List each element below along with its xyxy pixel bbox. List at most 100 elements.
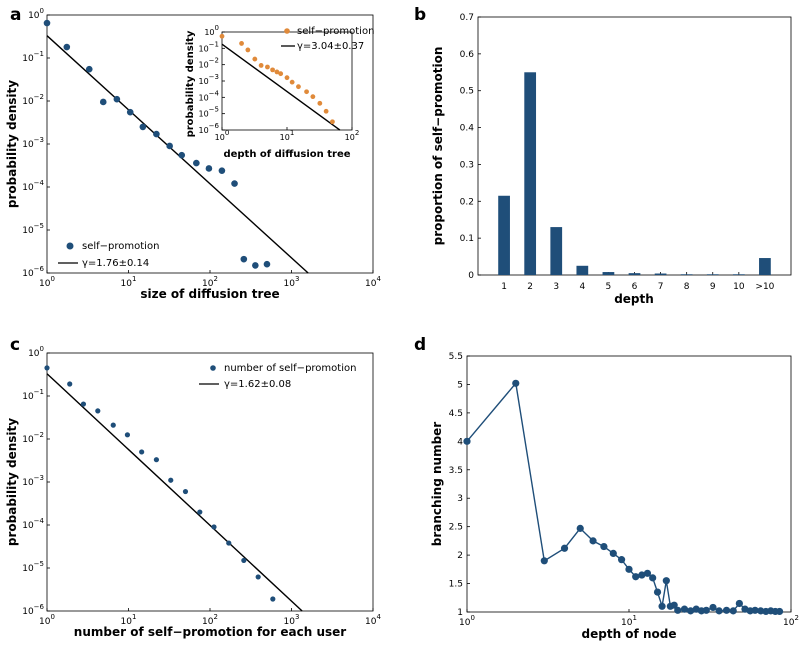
panel-b-ytick-label: 0 xyxy=(468,271,474,281)
panel-a-ylabel: probability density xyxy=(5,80,19,208)
panel-a-ytick-label: 10−2 xyxy=(22,93,44,107)
panel-d-data-point xyxy=(775,607,784,616)
panel-d-data-point xyxy=(670,601,678,609)
panel-c-xlabel: number of self−promotion for each user xyxy=(74,625,346,639)
panel-c-xtick-label: 102 xyxy=(202,613,218,627)
inset-data-point xyxy=(330,119,335,125)
panel-a-data-point xyxy=(205,165,213,172)
panel-letter-c: c xyxy=(10,335,20,355)
panel-d-ytick-label: 2.5 xyxy=(449,523,463,533)
panel-d-data-point xyxy=(625,565,633,573)
panel-b-xtick-label: 3 xyxy=(553,282,559,292)
panel-b-xtick-label: 8 xyxy=(684,282,690,292)
panel-d-data-point xyxy=(722,606,731,614)
inset-ytick-label: 10−2 xyxy=(198,57,219,70)
panel-c-ylabel: probability density xyxy=(5,418,19,546)
panel-c-ytick-label: 10−5 xyxy=(22,560,44,574)
panel-c-ytick-label: 10−3 xyxy=(22,474,44,488)
panel-a-ytick-label: 10−4 xyxy=(22,179,44,193)
panel-b-ytick-label: 0.7 xyxy=(460,13,474,23)
panel-b-bar xyxy=(602,272,615,275)
panel-a-xtick-label: 102 xyxy=(202,275,218,289)
panel-letter-d: d xyxy=(414,335,426,355)
panel-a-data-point xyxy=(63,43,71,51)
inset-data-point xyxy=(289,79,295,85)
panel-d-data-point xyxy=(680,605,689,613)
panel-a-xtick-label: 104 xyxy=(365,275,381,289)
inset-ytick-label: 10−6 xyxy=(198,122,219,135)
panel-d-data-point xyxy=(540,557,548,565)
panel-d-chart: 1 1.5 2 2.5 3 3.5 4 4.5 5 5.5 100 101 102 depth of n… xyxy=(430,352,799,641)
panel-c-data-point xyxy=(44,365,50,371)
panel-a-data-point xyxy=(126,108,134,116)
panel-d-data-point xyxy=(686,607,695,615)
panel-a-data-point xyxy=(240,255,248,263)
panel-d-data-point xyxy=(617,556,626,564)
inset-data-point xyxy=(245,47,251,53)
inset-data-point xyxy=(265,64,270,70)
panel-d-data-point xyxy=(674,606,682,614)
panel-b-bar xyxy=(654,273,667,275)
inset-ytick-label: 10−5 xyxy=(198,106,219,119)
panel-a-fit-line xyxy=(46,35,309,274)
panel-d-data-point xyxy=(512,379,520,387)
panel-d-data-point xyxy=(658,602,666,610)
panel-d-data-point xyxy=(643,569,652,577)
panel-a-xtick-label: 103 xyxy=(284,275,300,289)
inset-xtick-label: 101 xyxy=(280,129,295,142)
panel-c-data-point xyxy=(110,422,116,428)
panel-c-ytick-label: 10−4 xyxy=(22,517,44,531)
panel-letter-b: b xyxy=(414,5,426,25)
panel-d-frame xyxy=(466,355,792,613)
panel-d-ytick-label: 3.5 xyxy=(449,466,463,476)
panel-a-ytick-label: 10−5 xyxy=(22,222,44,236)
panel-b-bar xyxy=(628,273,641,275)
inset-ytick-label: 100 xyxy=(204,24,219,37)
inset-xlabel: depth of diffusion tree xyxy=(223,149,350,160)
panel-a-ytick-label: 10−3 xyxy=(22,136,44,150)
inset-data-point xyxy=(278,71,284,77)
panel-a-ytick-label: 100 xyxy=(28,7,44,21)
inset-xtick-label: 100 xyxy=(215,129,230,142)
inset-legend-marker xyxy=(284,28,290,34)
panel-c-data-point xyxy=(168,477,174,483)
inset-ytick-label: 10−3 xyxy=(198,73,219,86)
panel-b-ytick-label: 0.2 xyxy=(460,197,474,207)
panel-d-ytick-label: 3 xyxy=(457,494,463,504)
panel-c-legend-series: number of self−promotion xyxy=(224,363,356,374)
inset-legend-fit: γ=3.04±0.37 xyxy=(297,41,364,52)
panel-d-data-point xyxy=(729,607,737,615)
panel-b-xtick-label: >10 xyxy=(755,282,774,292)
panel-b-ytick-label: 0.1 xyxy=(460,234,474,244)
panel-b-ylabel: proportion of self−promotion xyxy=(431,47,445,246)
panel-a-ytick-label: 10−6 xyxy=(22,265,44,279)
panel-d-ytick-label: 1 xyxy=(457,608,463,618)
inset-data-point xyxy=(219,33,225,39)
panel-d-ytick-label: 1.5 xyxy=(449,580,463,590)
inset-data-point xyxy=(274,69,280,75)
panel-c-data-point xyxy=(182,488,189,495)
panel-c-ytick-label: 10−6 xyxy=(22,603,44,617)
panel-c-xtick-label: 104 xyxy=(365,613,381,627)
panel-a-legend-marker xyxy=(66,242,74,250)
panel-a-data-point xyxy=(153,130,160,138)
panel-b-xtick-label: 2 xyxy=(527,282,533,292)
panel-a-data-point xyxy=(113,95,121,103)
panel-c-data-point xyxy=(197,509,203,515)
panel-a-data-point xyxy=(85,65,93,73)
panel-c-data-point xyxy=(139,449,145,455)
panel-d-data-point xyxy=(609,549,617,558)
panel-a-xlabel: size of diffusion tree xyxy=(140,287,279,301)
panel-a-data-point xyxy=(43,19,51,27)
panel-d-ytick-label: 2 xyxy=(457,551,463,561)
panel-a-xtick-label: 101 xyxy=(121,275,137,289)
panel-b-xtick-label: 9 xyxy=(710,282,716,292)
panel-a-data-point xyxy=(231,180,238,187)
panel-a-data-point xyxy=(218,167,226,174)
panel-b-bar xyxy=(576,265,589,275)
panel-d-xtick-label: 100 xyxy=(459,614,475,628)
panel-a-chart: 100 101 102 103 10410−610−510−410−310−210−11… xyxy=(5,7,381,301)
panel-d-data-point xyxy=(649,574,657,582)
panel-a-legend-series: self−promotion xyxy=(82,241,159,252)
panel-d-xlabel: depth of node xyxy=(582,627,677,641)
